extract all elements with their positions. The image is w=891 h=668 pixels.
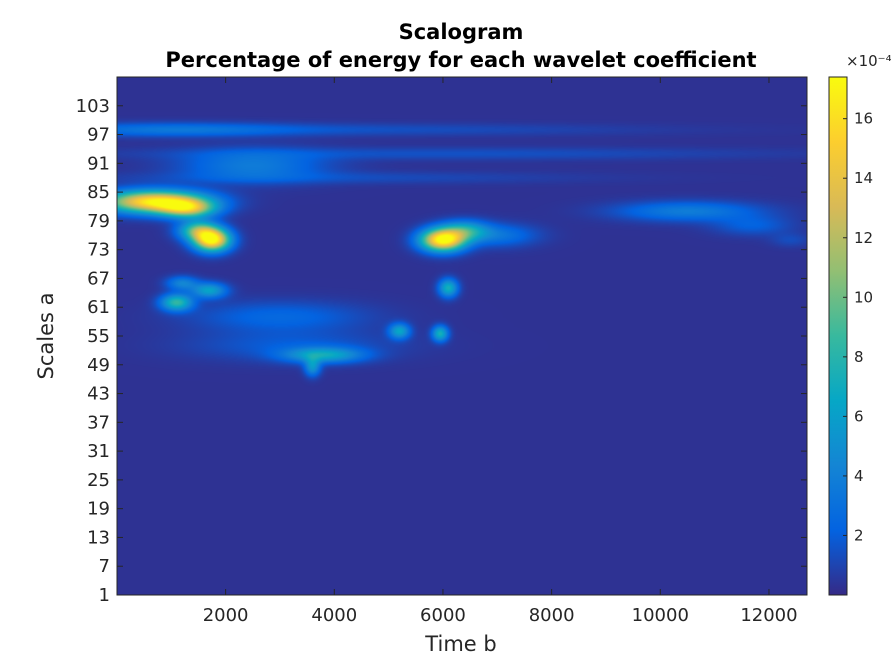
- y-tick-label: 67: [87, 268, 110, 289]
- heatmap-plot-area: [117, 77, 807, 595]
- y-tick-label: 61: [87, 297, 110, 318]
- y-tick-label: 25: [87, 470, 110, 491]
- y-tick-label: 1: [99, 585, 110, 606]
- y-tick-label: 49: [87, 355, 110, 376]
- y-tick-label: 85: [87, 182, 110, 203]
- y-tick-label: 13: [87, 527, 110, 548]
- chart-title: Scalogram: [399, 20, 524, 44]
- y-tick-label: 91: [87, 153, 110, 174]
- y-tick-label: 43: [87, 384, 110, 405]
- colorbar-tick-label: 16: [854, 110, 873, 128]
- y-tick-label: 19: [87, 499, 110, 520]
- colorbar-tick-label: 14: [854, 169, 873, 187]
- heatmap-canvas: [117, 77, 807, 595]
- y-tick-label: 79: [87, 211, 110, 232]
- colorbar-tick-label: 6: [854, 407, 864, 425]
- colorbar-tick-label: 4: [854, 467, 864, 485]
- y-tick-label: 97: [87, 125, 110, 146]
- colorbar: [828, 76, 848, 596]
- y-tick-label: 103: [76, 96, 110, 117]
- x-tick-label: 12000: [740, 605, 797, 626]
- x-tick-label: 4000: [311, 605, 357, 626]
- colorbar-tick-label: 8: [854, 348, 864, 366]
- y-tick-label: 55: [87, 326, 110, 347]
- y-axis-ticks: 1 7 13 19 25 31 37 43 49 55 61 67 73 79 85 91 97 103: [76, 96, 807, 606]
- colorbar-tick-label: 12: [854, 229, 873, 247]
- x-axis-label: Time b: [424, 632, 496, 656]
- x-tick-label: 8000: [529, 605, 575, 626]
- x-tick-label: 2000: [203, 605, 249, 626]
- colorbar-tick-label: 2: [854, 526, 864, 544]
- x-axis-ticks: 2000 4000 6000 8000 10000 12000: [203, 77, 798, 626]
- y-tick-label: 31: [87, 441, 110, 462]
- x-tick-label: 6000: [420, 605, 466, 626]
- x-tick-label: 10000: [632, 605, 689, 626]
- chart-subtitle: Percentage of energy for each wavelet co…: [165, 48, 756, 72]
- y-tick-label: 7: [99, 556, 110, 577]
- colorbar-exponent: ×10⁻⁴: [846, 52, 891, 70]
- colorbar-ticks: 2 4 6 8 10 12 14 16: [843, 110, 873, 544]
- y-axis-label: Scales a: [34, 293, 58, 380]
- y-tick-label: 73: [87, 240, 110, 261]
- y-tick-label: 37: [87, 412, 110, 433]
- colorbar-tick-label: 10: [854, 288, 873, 306]
